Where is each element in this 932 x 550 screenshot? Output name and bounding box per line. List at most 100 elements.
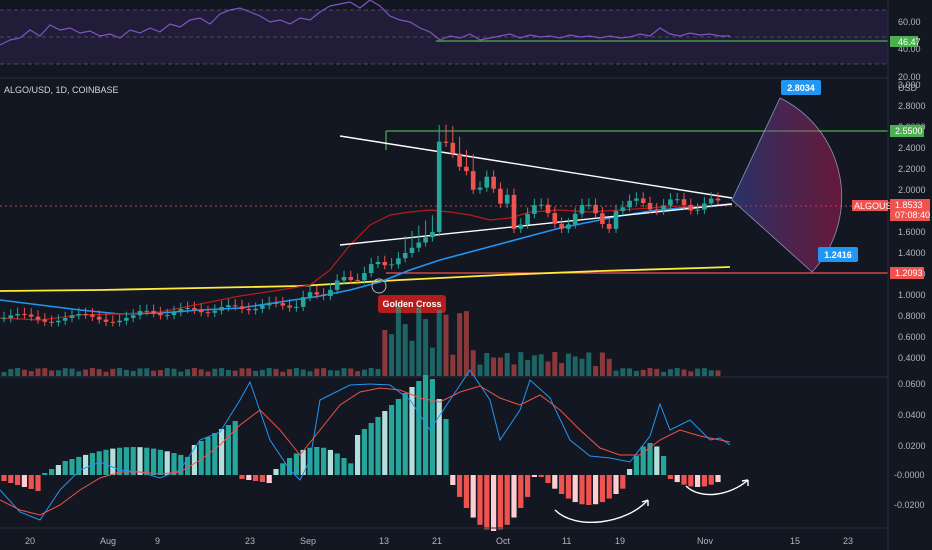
- macd-histogram-bar: [334, 453, 340, 475]
- candle-body: [8, 315, 14, 319]
- golden-cross-marker: [371, 278, 387, 294]
- macd-panel: [0, 369, 749, 531]
- volume-bar: [470, 350, 476, 376]
- symbol-header: ALGO/USD, 1D, COINBASE: [4, 85, 119, 95]
- macd-histogram-bar: [402, 393, 408, 475]
- macd-histogram-bar: [28, 475, 34, 489]
- volume-bar: [8, 369, 14, 376]
- macd-tick-2: 0.0200: [898, 441, 926, 451]
- volume-bar: [1, 372, 7, 376]
- volume-bar: [382, 329, 388, 376]
- price-tick: 2.8000: [898, 101, 926, 111]
- volume-bar: [708, 370, 714, 376]
- candle-body: [35, 316, 41, 320]
- candle-body: [171, 312, 177, 316]
- candle-body: [498, 188, 503, 204]
- rsi-panel: [0, 0, 888, 65]
- candle-body: [470, 171, 476, 190]
- macd-tick-1: 0.0400: [898, 410, 926, 420]
- lower-target-value: 1.2416: [824, 250, 852, 260]
- macd-histogram-bar: [253, 475, 259, 481]
- candle-body: [484, 176, 490, 188]
- time-tick: 20: [25, 536, 35, 546]
- candle-body: [627, 200, 632, 208]
- projection-fan: [731, 97, 843, 273]
- macd-histogram-bar: [409, 387, 415, 475]
- volume-bar: [552, 352, 558, 376]
- volume-bar: [423, 319, 429, 376]
- candle-body: [28, 314, 34, 317]
- volume-bar: [266, 368, 272, 376]
- macd-histogram-bar: [341, 458, 347, 475]
- volume-bar: [76, 371, 82, 376]
- volume-bar: [55, 370, 61, 376]
- price-scale[interactable]: 60.00 40.00 20.00 46.47 USD 3.000 2.8000 2…: [852, 0, 930, 550]
- macd-histogram-bar: [572, 475, 578, 503]
- time-tick: 9: [155, 536, 160, 546]
- volume-bar: [627, 368, 633, 376]
- volume-bar: [239, 368, 245, 376]
- volume-bar: [287, 369, 293, 376]
- volume-bar: [457, 313, 463, 376]
- candle-body: [178, 308, 184, 313]
- candle-body: [681, 199, 687, 205]
- volume-bar: [42, 368, 48, 376]
- macd-histogram-bar: [273, 469, 279, 475]
- support-value: 1.2093: [895, 268, 923, 278]
- macd-histogram-bar: [457, 475, 463, 497]
- candle-body: [708, 198, 714, 204]
- macd-histogram-bar: [280, 463, 286, 475]
- macd-histogram-bar: [76, 456, 82, 475]
- volume-bar: [497, 357, 503, 376]
- macd-histogram-bar: [185, 456, 191, 475]
- candle-body: [464, 166, 469, 172]
- volume-bar: [402, 324, 408, 376]
- time-tick: Oct: [496, 536, 511, 546]
- time-tick: 13: [379, 536, 389, 546]
- volume-bar: [572, 356, 578, 376]
- volume-bar: [463, 311, 469, 376]
- candle-body: [423, 237, 428, 243]
- volume-bar: [110, 368, 116, 376]
- macd-histogram-bar: [443, 419, 449, 475]
- candle-body: [212, 310, 218, 313]
- candle-body: [613, 210, 619, 229]
- macd-histogram-bar: [667, 475, 673, 479]
- volume-bar: [69, 368, 75, 376]
- macd-histogram-bar: [130, 447, 136, 475]
- candle-body: [647, 203, 653, 210]
- macd-histogram-bar: [35, 475, 41, 491]
- candle-body: [110, 321, 116, 323]
- volume-bar: [341, 368, 347, 376]
- candle-body: [634, 198, 639, 201]
- volume-bar: [450, 354, 456, 376]
- volume-bar: [715, 370, 721, 376]
- volume-bar: [525, 360, 531, 376]
- volume-bar: [117, 368, 123, 376]
- volume-bar: [246, 368, 252, 376]
- time-tick: Nov: [697, 536, 714, 546]
- volume-bar: [368, 368, 374, 376]
- candle-body: [69, 315, 75, 319]
- candle-body: [572, 213, 578, 225]
- macd-histogram-bar: [62, 461, 68, 475]
- macd-histogram-bar: [8, 475, 14, 483]
- macd-histogram-bar: [300, 449, 306, 475]
- macd-histogram-bar: [708, 475, 714, 485]
- volume-bar: [565, 353, 571, 376]
- volume-bar: [395, 306, 401, 376]
- macd-histogram-bar: [355, 435, 361, 475]
- candle-body: [532, 205, 537, 214]
- candle-body: [525, 213, 530, 225]
- candle-body: [661, 205, 666, 211]
- macd-histogram-bar: [219, 429, 225, 475]
- price-tick: 1.4000: [898, 248, 926, 258]
- volume-bar: [593, 365, 599, 376]
- volume-bar: [633, 370, 639, 376]
- macd-histogram-bar: [55, 465, 61, 475]
- time-axis[interactable]: 20 Aug 9 23 Sep 13 21 Oct 11 19 Nov 15 2…: [25, 536, 853, 546]
- volume-bar: [327, 370, 333, 376]
- macd-histogram-bar: [511, 475, 517, 518]
- macd-histogram-bar: [559, 475, 565, 494]
